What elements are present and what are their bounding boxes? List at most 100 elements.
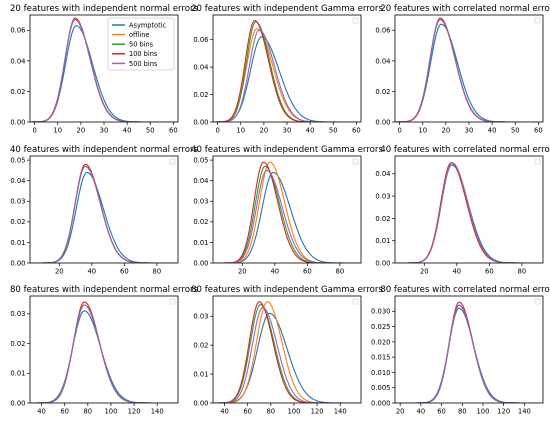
y-tick-label: 0.010	[371, 369, 390, 377]
x-tick-label: 60	[120, 268, 129, 276]
y-tick-label: 0.015	[371, 354, 390, 362]
series-line-50-bins	[30, 304, 178, 403]
y-tick-label: 0.02	[193, 218, 208, 226]
y-tick-label: 0.05	[10, 157, 25, 165]
y-tick-label: 0.02	[193, 342, 208, 350]
series-group	[213, 20, 361, 122]
x-tick-label: 20	[77, 127, 86, 135]
empty-legend-box	[534, 298, 541, 305]
subplot-3: 20 features with correlated normal error…	[375, 4, 550, 135]
y-tick-label: 0.03	[193, 313, 208, 321]
plot-frame	[29, 295, 179, 404]
x-tick-label: 0	[397, 127, 401, 135]
y-tick-label: 0.06	[10, 27, 25, 35]
x-tick-label: 60	[303, 268, 312, 276]
series-line-50-bins	[213, 21, 361, 122]
x-tick-label: 80	[266, 408, 275, 416]
y-tick-label: 0.01	[193, 370, 208, 378]
series-line-100-bins	[395, 301, 543, 403]
x-tick-label: 140	[518, 408, 531, 416]
series-line-50-bins	[213, 304, 361, 403]
series-line-offline	[213, 28, 361, 122]
subplot-title: 40 features with independent Gamma error…	[191, 145, 383, 155]
x-tick-label: 80	[336, 268, 345, 276]
x-tick-label: 40	[220, 408, 229, 416]
series-group	[30, 17, 178, 122]
x-tick-label: 80	[83, 408, 92, 416]
y-tick-label: 0.03	[193, 198, 208, 206]
series-group	[213, 301, 361, 403]
y-tick-label: 0.00	[375, 118, 390, 126]
series-group	[213, 161, 361, 263]
subplot-2: 20 features with independent Gamma error…	[191, 4, 383, 135]
y-tick-label: 0.005	[371, 384, 390, 392]
subplot-1: 20 features with independent normal erro…	[10, 4, 199, 135]
x-tick-label: 30	[283, 127, 292, 135]
series-line-asymptotic	[213, 171, 361, 263]
series-line-500-bins	[213, 307, 361, 403]
x-tick-label: 40	[306, 127, 315, 135]
y-tick-label: 0.00	[10, 118, 25, 126]
y-tick-label: 0.02	[375, 88, 390, 96]
empty-legend-box	[534, 17, 541, 24]
series-line-500-bins	[30, 165, 178, 263]
x-tick-label: 120	[497, 408, 510, 416]
empty-legend-box	[352, 158, 359, 165]
subplot-5: 40 features with independent Gamma error…	[191, 145, 383, 276]
series-line-100-bins	[213, 301, 361, 403]
series-line-50-bins	[213, 165, 361, 263]
x-tick-label: 20	[442, 127, 451, 135]
x-tick-label: 10	[53, 127, 62, 135]
subplot-7: 80 features with independent normal erro…	[10, 285, 199, 416]
series-line-50-bins	[395, 304, 543, 403]
legend-label: 50 bins	[129, 41, 154, 49]
y-tick-label: 0.00	[375, 259, 390, 267]
subplot-8: 80 features with independent Gamma error…	[191, 285, 383, 416]
x-tick-label: 50	[329, 127, 338, 135]
y-tick-label: 0.020	[371, 338, 390, 346]
series-line-100-bins	[395, 17, 543, 122]
x-tick-label: 40	[270, 268, 279, 276]
legend-label: 100 bins	[129, 50, 158, 58]
y-tick-label: 0.06	[193, 36, 208, 44]
y-tick-label: 0.02	[10, 340, 25, 348]
series-line-asymptotic	[395, 164, 543, 263]
y-tick-label: 0.01	[10, 370, 25, 378]
series-line-100-bins	[213, 20, 361, 122]
x-tick-label: 40	[37, 408, 46, 416]
x-tick-label: 140	[151, 408, 164, 416]
series-line-offline	[30, 304, 178, 403]
series-line-offline	[395, 304, 543, 403]
x-tick-label: 120	[311, 408, 324, 416]
x-tick-label: 20	[420, 268, 429, 276]
x-tick-label: 0	[215, 127, 219, 135]
y-tick-label: 0.04	[10, 57, 25, 65]
plot-frame	[212, 155, 362, 264]
x-tick-label: 100	[476, 408, 489, 416]
series-line-offline	[213, 161, 361, 263]
series-line-asymptotic	[395, 307, 543, 403]
empty-legend-box	[352, 17, 359, 24]
series-line-500-bins	[395, 304, 543, 403]
empty-legend-box	[169, 298, 176, 305]
y-tick-label: 0.04	[10, 177, 25, 185]
x-tick-label: 60	[534, 127, 543, 135]
y-tick-label: 0.02	[10, 218, 25, 226]
y-tick-label: 0.01	[375, 237, 390, 245]
series-line-100-bins	[213, 161, 361, 263]
x-tick-label: 20	[396, 408, 405, 416]
x-tick-label: 60	[352, 127, 361, 135]
y-tick-label: 0.04	[375, 170, 390, 178]
x-tick-label: 60	[60, 408, 69, 416]
series-line-offline	[213, 301, 361, 403]
subplot-4: 40 features with independent normal erro…	[10, 145, 199, 276]
y-tick-label: 0.02	[375, 215, 390, 223]
series-group	[30, 163, 178, 263]
subplot-title: 20 features with correlated normal error…	[380, 4, 550, 14]
x-tick-label: 40	[488, 127, 497, 135]
x-tick-label: 50	[146, 127, 155, 135]
x-tick-label: 50	[511, 127, 520, 135]
x-tick-label: 20	[238, 268, 247, 276]
y-tick-label: 0.02	[193, 91, 208, 99]
